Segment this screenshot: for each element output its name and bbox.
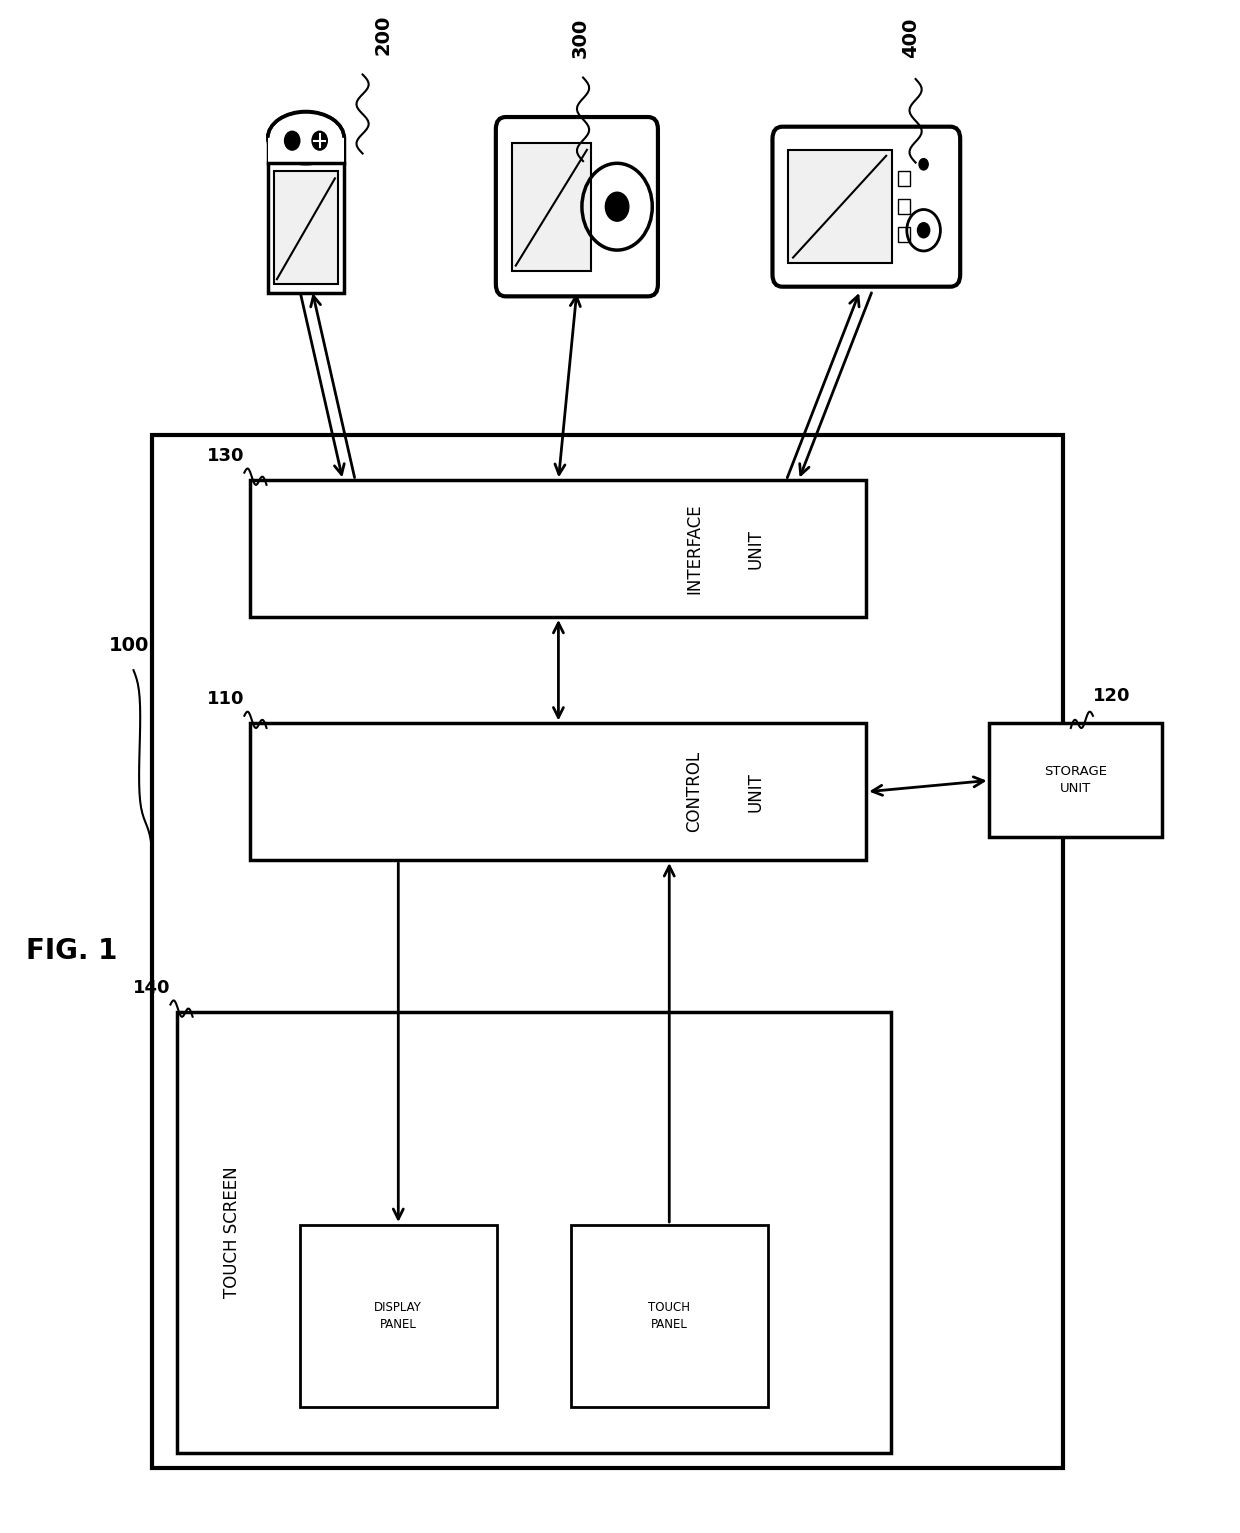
Text: 140: 140 bbox=[133, 980, 170, 996]
Bar bbox=[274, 170, 339, 284]
Text: INTERFACE: INTERFACE bbox=[684, 503, 703, 593]
Bar bbox=[512, 143, 591, 271]
Text: 300: 300 bbox=[570, 17, 590, 58]
Text: TOUCH SCREEN: TOUCH SCREEN bbox=[223, 1167, 242, 1298]
Bar bbox=[153, 435, 1064, 1469]
Bar bbox=[990, 724, 1162, 837]
Text: TOUCH
PANEL: TOUCH PANEL bbox=[649, 1302, 691, 1331]
Text: UNIT: UNIT bbox=[746, 529, 765, 569]
Circle shape bbox=[919, 158, 929, 170]
Bar bbox=[268, 138, 345, 293]
Bar bbox=[250, 480, 867, 616]
FancyBboxPatch shape bbox=[496, 117, 658, 296]
Bar bbox=[899, 170, 910, 185]
Bar bbox=[789, 150, 892, 264]
Text: 120: 120 bbox=[1092, 687, 1131, 705]
Text: 110: 110 bbox=[207, 690, 244, 708]
Text: DISPLAY
PANEL: DISPLAY PANEL bbox=[374, 1302, 423, 1331]
Circle shape bbox=[605, 192, 629, 221]
Text: FIG. 1: FIG. 1 bbox=[26, 937, 118, 966]
Text: 100: 100 bbox=[109, 636, 149, 655]
Circle shape bbox=[312, 132, 327, 150]
Text: 200: 200 bbox=[373, 14, 393, 55]
Bar bbox=[899, 199, 910, 215]
Bar bbox=[300, 1225, 497, 1407]
Bar bbox=[250, 724, 867, 860]
Text: STORAGE
UNIT: STORAGE UNIT bbox=[1044, 765, 1107, 796]
Text: UNIT: UNIT bbox=[746, 771, 765, 811]
Bar bbox=[176, 1012, 892, 1453]
Circle shape bbox=[284, 132, 300, 150]
Bar bbox=[570, 1225, 768, 1407]
Bar bbox=[899, 227, 910, 242]
Text: CONTROL: CONTROL bbox=[684, 751, 703, 832]
Text: 400: 400 bbox=[900, 17, 920, 58]
Circle shape bbox=[918, 222, 930, 238]
Text: 130: 130 bbox=[207, 448, 244, 464]
FancyBboxPatch shape bbox=[773, 127, 960, 287]
Ellipse shape bbox=[268, 112, 345, 164]
Bar bbox=[268, 136, 345, 164]
